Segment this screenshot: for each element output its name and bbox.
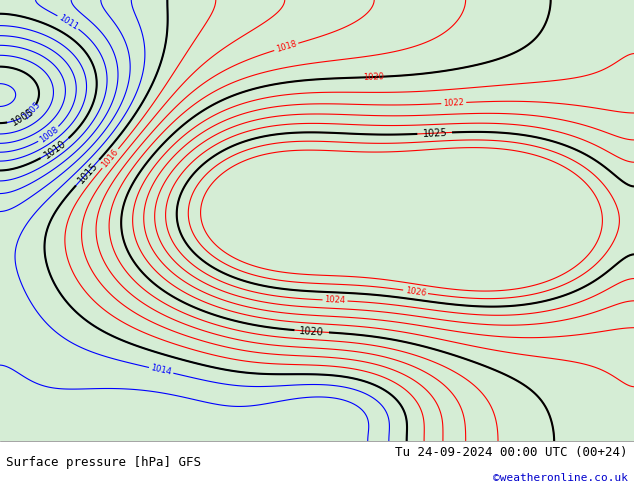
Text: 1022: 1022 <box>443 98 465 108</box>
Text: Surface pressure [hPa] GFS: Surface pressure [hPa] GFS <box>6 456 202 469</box>
Text: ©weatheronline.co.uk: ©weatheronline.co.uk <box>493 473 628 483</box>
Text: 1026: 1026 <box>404 286 427 298</box>
Text: 1005: 1005 <box>10 106 36 127</box>
Text: Tu 24-09-2024 00:00 UTC (00+24): Tu 24-09-2024 00:00 UTC (00+24) <box>395 446 628 459</box>
Text: 1020: 1020 <box>299 325 325 337</box>
Text: 1018: 1018 <box>275 40 298 54</box>
Text: 1005: 1005 <box>21 100 42 122</box>
Text: 1016: 1016 <box>100 147 120 170</box>
Text: 1024: 1024 <box>325 295 346 305</box>
Text: 1025: 1025 <box>422 127 447 139</box>
Text: 1011: 1011 <box>57 13 79 31</box>
Text: 1020: 1020 <box>363 72 384 82</box>
Text: 1010: 1010 <box>42 138 68 160</box>
Text: 1014: 1014 <box>150 364 172 377</box>
Text: 1008: 1008 <box>37 124 60 145</box>
Text: 1015: 1015 <box>75 160 100 185</box>
